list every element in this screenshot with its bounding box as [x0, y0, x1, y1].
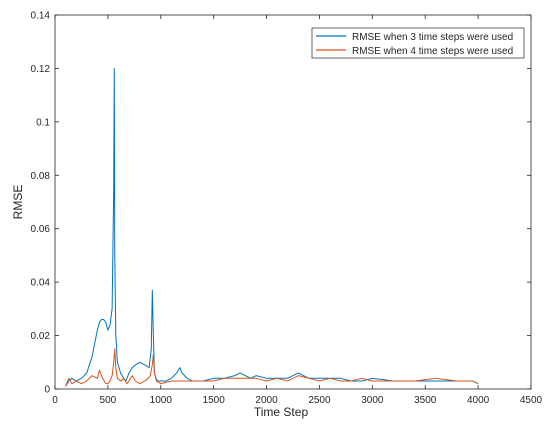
legend: RMSE when 3 time steps were used RMSE wh… [311, 27, 525, 59]
x-tick-label: 500 [100, 395, 117, 406]
legend-label-series-2: RMSE when 4 time steps were used [352, 46, 513, 57]
y-tick-label: 0.14 [31, 11, 51, 22]
x-tick-label: 1500 [203, 395, 226, 406]
y-tick-label: 0.02 [31, 331, 51, 342]
y-tick-label: 0.1 [36, 117, 50, 128]
series-layer [65, 67, 479, 387]
plot-area-frame [54, 14, 532, 390]
x-tick-label: 2000 [255, 395, 278, 406]
x-tick-label: 3500 [414, 395, 437, 406]
legend-label-series-1: RMSE when 3 time steps were used [352, 32, 513, 43]
series-line-2 [65, 348, 479, 387]
x-tick-label: 4500 [520, 395, 543, 406]
y-tick-label: 0.06 [31, 224, 51, 235]
x-tick-label: 4000 [467, 395, 490, 406]
y-tick-label: 0.08 [31, 171, 51, 182]
x-tick-label: 2500 [308, 395, 331, 406]
x-tick-label: 3000 [361, 395, 384, 406]
legend-box [311, 27, 525, 59]
x-axis-label: Time Step [254, 405, 309, 419]
y-tick-label: 0.04 [31, 278, 51, 289]
axes-layer: 0 500 1000 1500 2000 2500 3000 3500 4000 4500 0 0.0… [31, 11, 543, 407]
y-axis-label: RMSE [11, 185, 25, 220]
y-tick-label: 0.12 [31, 64, 51, 75]
x-tick-label: 1000 [150, 395, 173, 406]
x-tick-label: 0 [52, 395, 58, 406]
y-tick-label: 0 [44, 385, 50, 396]
series-line-1 [65, 67, 479, 387]
